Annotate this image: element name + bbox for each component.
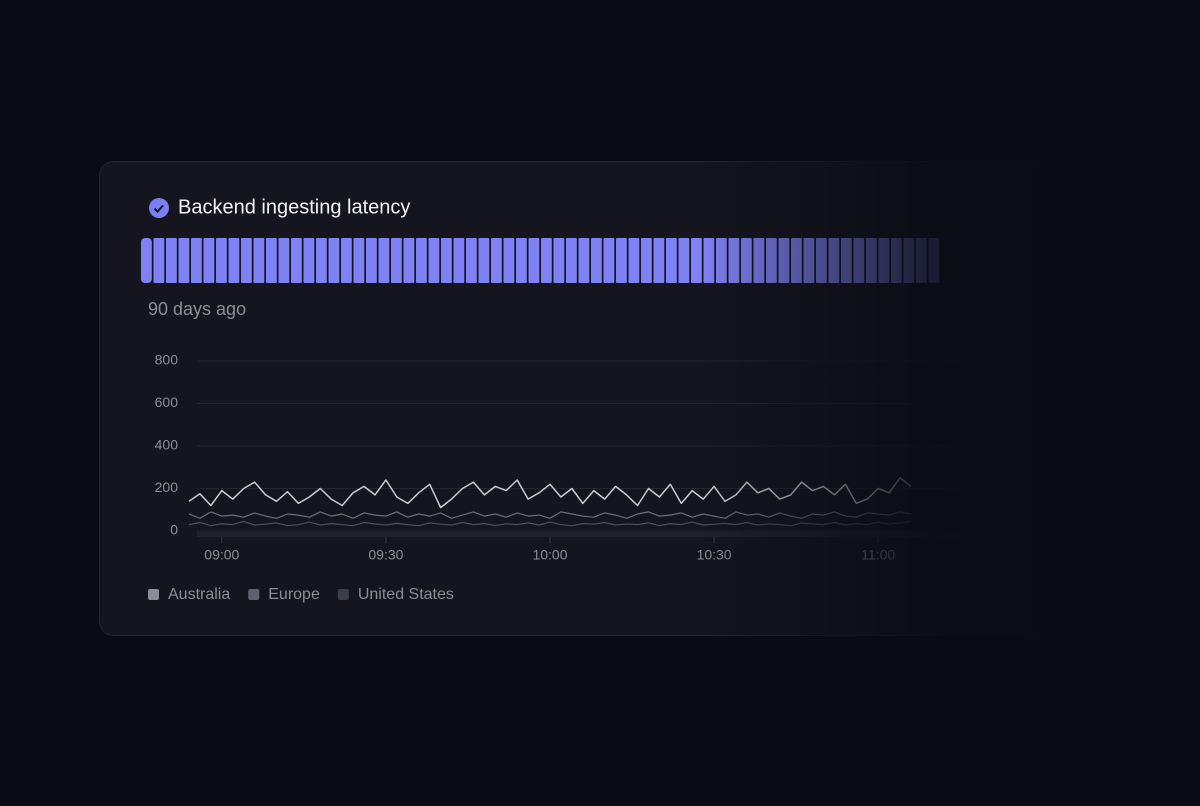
legend-swatch <box>337 589 349 600</box>
status-segment <box>678 238 690 283</box>
y-tick-label: 800 <box>155 352 179 368</box>
status-segment <box>516 238 527 283</box>
status-segment <box>603 238 615 283</box>
status-segment <box>591 238 602 283</box>
legend-swatch <box>148 589 159 600</box>
x-axis-band <box>197 532 960 537</box>
status-segment <box>491 238 502 283</box>
status-segment <box>391 238 402 283</box>
status-segment <box>653 238 665 283</box>
status-segment <box>241 238 252 283</box>
status-segment <box>303 238 315 283</box>
status-segment <box>578 238 590 283</box>
status-icon <box>149 198 169 218</box>
status-segment <box>291 238 302 283</box>
status-segment <box>428 238 440 283</box>
status-segment <box>691 238 702 283</box>
status-segment <box>403 238 415 283</box>
status-segment <box>253 238 265 283</box>
status-segment <box>528 238 540 283</box>
status-segment <box>416 238 427 283</box>
status-segment <box>478 238 490 283</box>
status-segment <box>153 238 165 283</box>
y-tick-label: 200 <box>155 479 179 495</box>
status-segment <box>328 238 340 283</box>
status-segment <box>628 238 640 283</box>
status-segment <box>366 238 377 283</box>
status-segment <box>616 238 627 283</box>
status-segment <box>166 238 177 283</box>
y-tick-label: 0 <box>170 522 178 538</box>
status-segment <box>203 238 215 283</box>
status-segment <box>553 238 565 283</box>
card-title: Backend ingesting latency <box>178 196 410 218</box>
status-segment <box>641 238 652 283</box>
legend-label: United States <box>358 586 454 603</box>
legend-label: Europe <box>268 586 320 603</box>
legend: Australia Europe United States <box>148 586 454 603</box>
status-segment <box>466 238 477 283</box>
status-segment <box>278 238 290 283</box>
status-segment <box>666 238 677 283</box>
subtitle: 90 days ago <box>148 299 246 319</box>
status-segment <box>353 238 365 283</box>
x-tick-label: 09:00 <box>204 547 239 563</box>
status-segment <box>453 238 465 283</box>
status-segment <box>266 238 277 283</box>
status-segment <box>541 238 552 283</box>
y-tick-label: 400 <box>155 437 179 453</box>
status-segment <box>141 238 152 283</box>
status-segment <box>191 238 202 283</box>
legend-swatch <box>248 589 260 600</box>
fade-overlay <box>700 0 1200 806</box>
status-segment <box>178 238 190 283</box>
status-segment <box>228 238 240 283</box>
status-segment <box>503 238 515 283</box>
check-mark <box>153 204 164 213</box>
status-segment <box>378 238 390 283</box>
legend-label: Australia <box>168 586 230 603</box>
x-tick-label: 09:30 <box>368 547 403 563</box>
status-segment <box>566 238 577 283</box>
status-segment <box>341 238 352 283</box>
x-tick-label: 10:00 <box>532 547 567 563</box>
status-segment <box>216 238 227 283</box>
status-segment <box>441 238 452 283</box>
y-tick-label: 600 <box>155 394 179 410</box>
status-segment <box>316 238 327 283</box>
